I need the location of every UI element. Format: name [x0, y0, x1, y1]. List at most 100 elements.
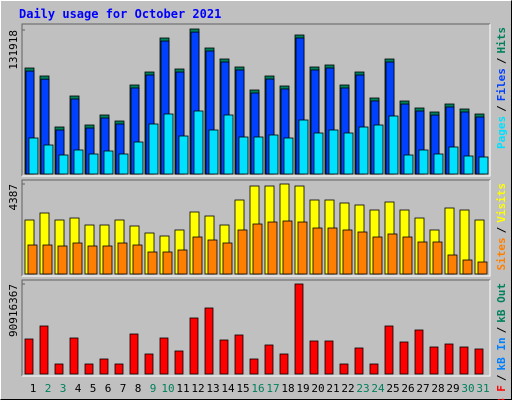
x-tick-label: 25 — [386, 382, 399, 395]
bar — [448, 146, 459, 175]
bar — [357, 231, 368, 275]
bar — [163, 113, 174, 175]
bar — [54, 363, 64, 375]
bar — [433, 153, 444, 175]
bar — [144, 353, 154, 375]
bar — [312, 227, 323, 275]
bar — [178, 135, 189, 175]
x-tick-label: 22 — [341, 382, 354, 395]
x-tick-label: 16 — [251, 382, 264, 395]
bar — [463, 155, 474, 175]
bar — [148, 123, 159, 175]
bar — [69, 337, 79, 375]
bar — [103, 150, 114, 175]
legend-entry: kB F — [495, 385, 508, 400]
x-tick-label: 9 — [150, 382, 157, 395]
bar — [177, 249, 188, 275]
x-tick-label: 11 — [176, 382, 189, 395]
bar — [264, 344, 274, 375]
bar — [414, 329, 424, 375]
bar — [358, 126, 369, 175]
legend-entry: Sites — [495, 237, 508, 270]
bar — [339, 363, 349, 375]
y-tick-label: 131918 — [7, 30, 20, 70]
bar — [309, 340, 319, 375]
x-tick-label: 21 — [326, 382, 339, 395]
bar — [147, 251, 158, 275]
bar — [102, 245, 113, 275]
x-tick-label: 3 — [60, 382, 67, 395]
bar — [174, 350, 184, 375]
bar — [369, 363, 379, 375]
bar — [399, 341, 409, 375]
bar — [87, 245, 98, 275]
legend-entry: Visits — [495, 183, 508, 223]
bar — [253, 136, 264, 175]
bar — [418, 149, 429, 175]
legend: kB F / kB In / kB Out — [495, 283, 508, 400]
bar — [282, 220, 293, 275]
x-tick-label: 23 — [356, 382, 369, 395]
chart-title: Daily usage for October 2021 — [19, 7, 221, 21]
x-tick-label: 12 — [191, 382, 204, 395]
bar — [58, 154, 69, 175]
panel-frame-light — [22, 24, 491, 177]
bar — [118, 153, 129, 175]
x-tick-label: 31 — [476, 382, 489, 395]
bar — [343, 132, 354, 175]
legend-entry: Pages — [495, 116, 508, 149]
bar — [238, 136, 249, 175]
bar — [42, 244, 53, 275]
x-tick-label: 17 — [266, 382, 279, 395]
bar — [129, 333, 139, 375]
bar — [27, 244, 38, 275]
bar — [132, 244, 143, 275]
bar — [478, 156, 489, 175]
panel-frame-dark — [21, 179, 490, 276]
bar — [117, 242, 128, 275]
bar — [387, 233, 398, 275]
bar — [222, 242, 233, 275]
x-tick-label: 2 — [45, 382, 52, 395]
bar — [24, 338, 34, 375]
bar — [474, 348, 484, 375]
legend-separator: / — [495, 326, 508, 333]
legend: Sites / Visits — [495, 183, 508, 271]
legend: Pages / Files / Hits — [495, 27, 508, 149]
bar — [162, 251, 173, 275]
bar — [43, 144, 54, 175]
bar — [297, 221, 308, 275]
bar — [84, 363, 94, 375]
bar — [328, 129, 339, 175]
bar — [372, 236, 383, 275]
x-tick-label: 26 — [401, 382, 414, 395]
bar — [447, 254, 458, 275]
bar — [279, 353, 289, 375]
bar — [72, 242, 83, 275]
panel-frame-light — [22, 280, 491, 377]
legend-entry: kB Out — [495, 283, 508, 323]
bar — [417, 241, 428, 275]
x-tick-label: 27 — [416, 382, 429, 395]
x-tick-label: 5 — [90, 382, 97, 395]
bar — [342, 229, 353, 275]
bar — [208, 129, 219, 175]
bar — [192, 236, 203, 275]
bar — [477, 261, 488, 275]
bar — [189, 317, 199, 375]
bar — [114, 363, 124, 375]
panel-frame-dark — [21, 23, 490, 176]
bar — [324, 340, 334, 375]
bar — [294, 283, 304, 375]
bar — [283, 137, 294, 175]
bar — [313, 132, 324, 175]
bar — [267, 221, 278, 275]
bar — [73, 149, 84, 175]
x-tick-label: 29 — [446, 382, 459, 395]
bar — [39, 325, 49, 375]
bar — [133, 141, 144, 175]
x-tick-label: 8 — [135, 382, 142, 395]
bar — [223, 114, 234, 175]
